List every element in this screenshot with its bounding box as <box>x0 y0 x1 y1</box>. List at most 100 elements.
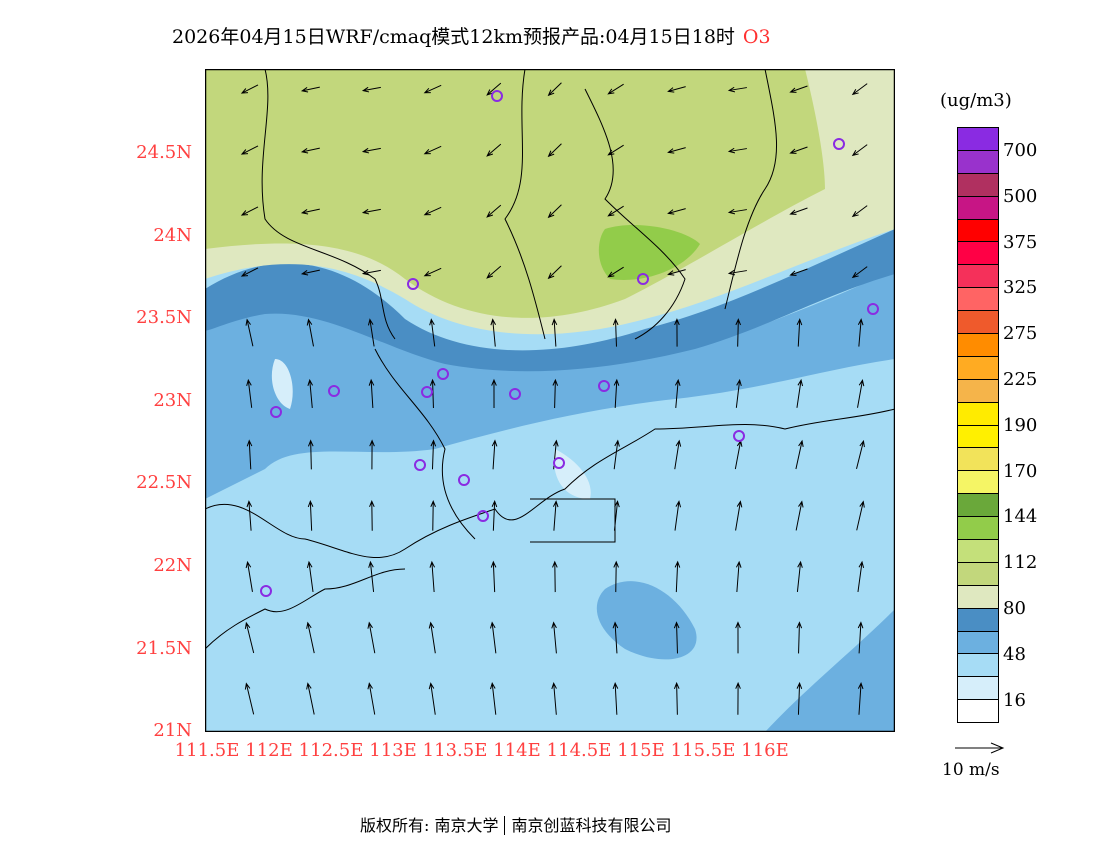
wind-arrow <box>367 318 375 347</box>
wind-arrow <box>423 267 442 277</box>
colorbar-label: 112 <box>1003 552 1038 574</box>
colorbar-box <box>958 471 998 495</box>
wind-arrow <box>240 84 259 94</box>
lat-label: 21.5N <box>136 637 192 659</box>
wind-arrow <box>240 206 259 216</box>
wind-arrow <box>727 86 747 93</box>
wind-arrow <box>667 269 686 276</box>
wind-arrow <box>552 378 559 408</box>
wind-arrow <box>300 208 320 215</box>
wind-arrow <box>423 145 442 155</box>
wind-arrow <box>361 208 381 215</box>
colorbar-box <box>958 311 998 335</box>
ozone-map <box>205 69 895 732</box>
colorbar-unit: (ug/m3) <box>940 90 1012 111</box>
wind-arrow <box>245 560 253 592</box>
wind-arrow <box>796 681 803 715</box>
lon-label: 115E <box>617 740 665 761</box>
wind-arrow <box>607 205 624 217</box>
wind-arrow <box>361 86 381 93</box>
wind-arrow <box>307 439 314 470</box>
wind-arrow <box>423 84 442 94</box>
wind-arrow <box>491 378 497 408</box>
wind-arrow <box>735 378 742 408</box>
wind-arrow <box>727 147 747 154</box>
wind-arrow <box>240 267 259 277</box>
station-markers <box>260 90 879 597</box>
wind-arrow <box>851 205 868 218</box>
colorbar-box <box>958 219 998 243</box>
wind-arrow <box>490 560 497 593</box>
colorbar-label: 500 <box>1003 185 1038 207</box>
lat-label: 24N <box>153 224 192 246</box>
colorbar-box <box>958 700 998 723</box>
lat-label: 24.5N <box>136 142 192 163</box>
lon-label: 114.5E <box>546 740 612 761</box>
wind-arrow <box>613 500 620 531</box>
dark-blue-band <box>205 229 895 372</box>
wind-arrow <box>547 82 562 97</box>
wind-arrow <box>667 208 686 215</box>
wind-arrow <box>369 500 375 531</box>
wind-arrow <box>244 682 255 715</box>
wind-arrow <box>607 83 624 95</box>
lon-label: 113.5E <box>422 740 488 761</box>
wind-arrow <box>547 265 562 280</box>
wind-arrow <box>361 147 381 154</box>
colorbar-label: 375 <box>1003 231 1038 253</box>
colorbar-box <box>958 654 998 678</box>
wind-arrow <box>245 318 254 347</box>
wind-arrow <box>240 145 259 155</box>
colorbar-box <box>958 608 998 632</box>
colorbar-label: 80 <box>1003 598 1026 619</box>
wind-arrow <box>727 208 747 215</box>
colorbar-box <box>958 173 998 197</box>
lon-label: 116E <box>741 740 789 761</box>
lat-label: 22.5N <box>136 472 192 494</box>
colorbar-box <box>958 517 998 541</box>
wind-arrow <box>486 265 502 279</box>
wind-arrow <box>856 439 865 470</box>
wind-arrow <box>674 318 680 347</box>
copyright-footer: 版权所有: 南京大学 南京创蓝科技有限公司 <box>360 812 672 836</box>
wind-reference-arrow-icon <box>955 742 1005 754</box>
wind-arrow <box>306 682 315 715</box>
colorbar-box <box>958 334 998 357</box>
wind-arrow <box>857 378 865 408</box>
wind-arrow <box>367 621 376 654</box>
wind-arrow <box>361 269 381 276</box>
wind-arrow <box>613 378 620 408</box>
colorbar-box <box>958 425 998 449</box>
lat-label: 23.5N <box>136 307 192 329</box>
footer-right: 南京创蓝科技有限公司 <box>511 816 672 835</box>
colorbar-label: 144 <box>1003 506 1038 528</box>
wind-arrow <box>735 681 741 715</box>
wind-arrow <box>735 318 741 347</box>
wind-arrow <box>796 560 803 593</box>
wind-arrow <box>674 500 682 531</box>
wind-arrow <box>796 318 803 347</box>
wind-arrow <box>673 621 680 654</box>
colorbar-label: 275 <box>1003 323 1038 345</box>
wind-arrow <box>796 378 804 408</box>
wind-arrow <box>423 206 442 216</box>
colorbar-box <box>958 379 998 403</box>
colorbar-box <box>958 402 998 426</box>
wind-arrow <box>429 318 436 347</box>
colorbar-box <box>958 288 998 312</box>
wind-arrow <box>789 85 808 93</box>
wind-arrow <box>491 439 498 470</box>
wind-arrow <box>851 83 868 96</box>
wind-arrow <box>429 378 436 408</box>
wind-arrow <box>428 621 436 654</box>
colorbar-label: 16 <box>1003 689 1026 711</box>
wind-arrow <box>851 266 868 279</box>
wind-arrow <box>307 378 313 408</box>
bright-green-area <box>598 224 700 280</box>
lat-label: 23N <box>153 389 192 411</box>
province-borders <box>261 69 778 540</box>
colorbar-box <box>958 585 998 609</box>
lon-label: 112E <box>245 740 293 761</box>
wind-arrow <box>490 682 497 715</box>
lon-label: 114E <box>493 740 541 761</box>
